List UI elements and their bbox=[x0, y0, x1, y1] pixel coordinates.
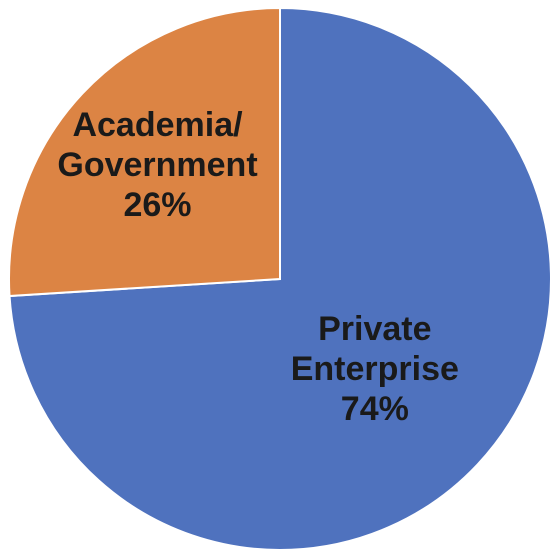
pie-slice-1 bbox=[8, 6, 281, 298]
slice-label-0: Private Enterprise 74% bbox=[291, 310, 459, 428]
slice-label-line: Government bbox=[57, 146, 257, 184]
slice-percent-label: 26% bbox=[123, 186, 191, 224]
slice-label-1: Academia/Government 26% bbox=[57, 106, 257, 224]
slice-label-line: Private bbox=[318, 310, 431, 348]
slice-label-line: Enterprise bbox=[291, 350, 459, 388]
slice-label-line: Academia/ bbox=[72, 106, 243, 144]
slice-percent-label: 74% bbox=[341, 390, 409, 428]
